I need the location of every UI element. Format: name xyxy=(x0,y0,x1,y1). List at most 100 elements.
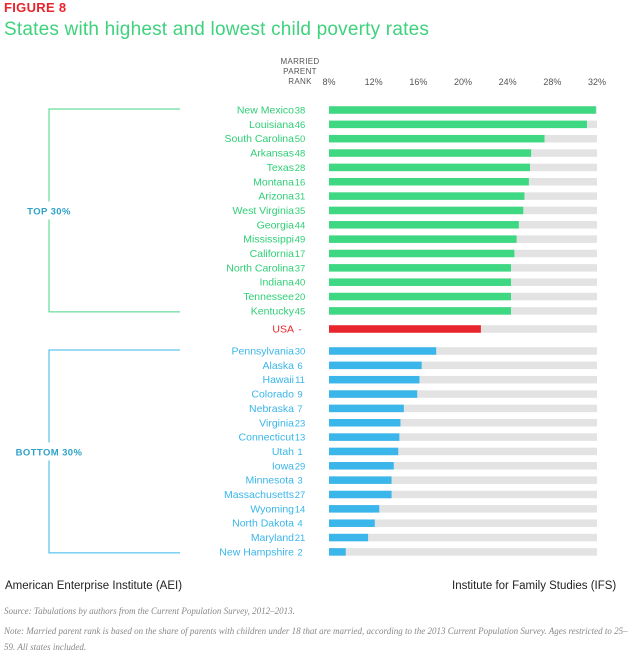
x-tick-label: 16% xyxy=(409,77,427,87)
state-label: Nebraska xyxy=(249,403,294,415)
state-label: Arizona xyxy=(258,191,294,203)
rank-value: 16 xyxy=(295,177,306,188)
rank-value: 21 xyxy=(295,533,306,544)
rank-value: 45 xyxy=(295,306,306,317)
bar-bottom xyxy=(329,419,401,427)
state-label: Utah xyxy=(272,446,294,458)
bar-top xyxy=(329,249,515,258)
state-label: Connecticut xyxy=(239,432,295,444)
bar-top xyxy=(329,149,532,157)
bar-track xyxy=(329,419,597,427)
bar-bottom xyxy=(329,462,394,470)
state-label: California xyxy=(250,248,295,260)
state-label: South Carolina xyxy=(225,133,295,145)
state-label: Hawaii xyxy=(262,374,294,386)
bar-bottom xyxy=(329,548,346,556)
bar-bottom xyxy=(329,347,437,355)
rank-value: 2 xyxy=(297,547,302,558)
rank-value: 29 xyxy=(295,461,306,472)
state-label: Wyoming xyxy=(250,503,294,515)
state-label: Tennessee xyxy=(243,291,294,303)
bar-bottom xyxy=(329,490,392,499)
bar-top xyxy=(329,235,517,243)
bar-bottom xyxy=(329,447,399,456)
bar-top xyxy=(329,292,512,301)
bar-top xyxy=(329,192,525,200)
rank-value: 1 xyxy=(297,447,302,458)
rank-value: 30 xyxy=(295,347,306,358)
footer-ifs: Institute for Family Studies (IFS) xyxy=(452,580,617,592)
bar-top xyxy=(329,264,512,272)
bar-track xyxy=(329,476,597,484)
bar-usa xyxy=(329,325,481,333)
bar-top xyxy=(329,134,545,143)
chart-title: States with highest and lowest child pov… xyxy=(4,19,430,40)
rank-value: 46 xyxy=(295,120,306,131)
rank-value: 40 xyxy=(295,278,306,289)
state-label: Montana xyxy=(253,176,294,188)
x-tick-label: 20% xyxy=(454,77,472,87)
bar-track xyxy=(329,361,597,370)
footer-aei: American Enterprise Institute (AEI) xyxy=(5,580,183,592)
bar-track xyxy=(329,533,597,542)
figure-label: FIGURE 8 xyxy=(4,0,67,15)
x-tick-label: 8% xyxy=(322,77,335,87)
state-label: New Hampshire xyxy=(219,546,294,558)
bar-track xyxy=(329,375,597,384)
bar-track xyxy=(329,447,597,456)
x-tick-label: 28% xyxy=(543,77,561,87)
rank-value: 38 xyxy=(295,106,306,117)
bar-top xyxy=(329,206,524,215)
bar-track xyxy=(329,519,597,527)
rank-value: 20 xyxy=(295,292,306,303)
rank-value: 37 xyxy=(295,263,306,274)
bar-top xyxy=(329,106,596,114)
rank-value: 4 xyxy=(297,519,302,530)
rank-value: 31 xyxy=(295,192,306,203)
group-label: TOP 30% xyxy=(27,206,71,217)
rank-value: 35 xyxy=(295,206,306,217)
state-label: Massachusetts xyxy=(224,489,294,501)
bar-bottom xyxy=(329,375,420,384)
rank-value: 48 xyxy=(295,149,306,160)
state-label: Arkansas xyxy=(250,148,294,160)
state-label: Minnesota xyxy=(246,475,295,487)
bar-track xyxy=(329,433,597,441)
group-label-bg xyxy=(6,201,92,220)
x-tick-label: 24% xyxy=(499,77,517,87)
rank-value: 11 xyxy=(295,375,305,386)
x-tick-label: 12% xyxy=(365,77,383,87)
bar-top xyxy=(329,221,519,229)
state-label: Pennsylvania xyxy=(232,346,295,358)
state-label: New Mexico xyxy=(237,105,294,117)
rank-value: 27 xyxy=(295,490,306,501)
group-label-bg xyxy=(6,442,92,461)
rank-value: 50 xyxy=(295,134,306,145)
bar-bottom xyxy=(329,519,375,527)
bar-top xyxy=(329,163,530,172)
bar-bottom xyxy=(329,476,392,484)
rank-value: 49 xyxy=(295,235,306,246)
bar-top xyxy=(329,120,587,129)
rank-value: 13 xyxy=(295,433,306,444)
bar-track xyxy=(329,390,597,398)
state-label: Virginia xyxy=(259,417,294,429)
rank-value: 9 xyxy=(297,390,302,401)
rank-value: 6 xyxy=(297,361,302,372)
rank-value: 14 xyxy=(295,504,306,515)
bar-bottom xyxy=(329,404,404,413)
state-label: Maryland xyxy=(251,532,294,544)
state-label: Colorado xyxy=(251,389,294,401)
state-label: North Dakota xyxy=(232,518,294,530)
state-label: Alaska xyxy=(262,360,294,372)
state-label: Texas xyxy=(267,162,294,174)
bar-top xyxy=(329,278,512,286)
state-label: Kentucky xyxy=(251,305,295,317)
bar-bottom xyxy=(329,361,422,370)
bar-top xyxy=(329,307,512,315)
state-label: USA xyxy=(272,324,294,336)
source-note: Source: Tabulations by authors from the … xyxy=(4,606,295,616)
state-label: Iowa xyxy=(272,460,294,472)
rank-header-line: PARENT xyxy=(283,67,317,76)
